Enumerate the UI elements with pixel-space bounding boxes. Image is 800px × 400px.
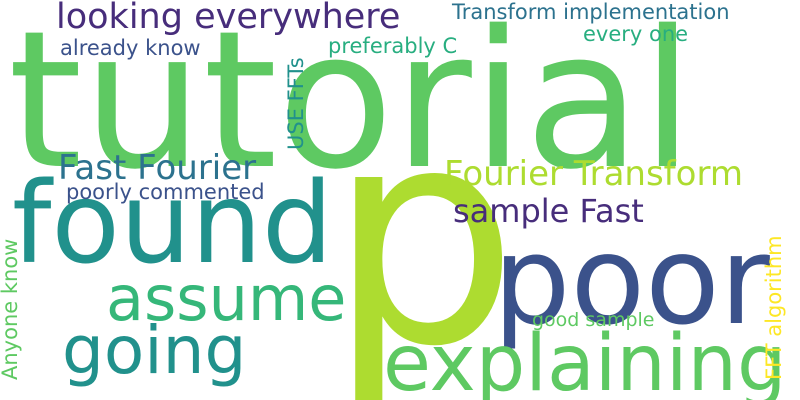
word-use-ffts: USE FFTs [284, 57, 308, 150]
word-transform-implementation: Transform implementation [452, 0, 730, 24]
word-looking-everywhere: looking everywhere [56, 0, 401, 37]
word-anyone-know: Anyone know [0, 238, 22, 380]
word-found: found [12, 159, 334, 289]
word-preferably-c: preferably C [328, 34, 458, 58]
word-explaining: explaining [383, 319, 787, 400]
word-tutorial: tutorial [8, 0, 694, 211]
word-p: p [328, 63, 519, 400]
word-good-sample: good sample [532, 309, 655, 331]
word-fft-algorithm: FFT algorithm [762, 235, 786, 380]
word-sample-fast: sample Fast [453, 192, 644, 230]
word-fourier-transform: Fourier Transform [444, 154, 743, 194]
word-going: going [62, 312, 247, 389]
word-fast-fourier: Fast Fourier [58, 148, 257, 188]
word-poor: poor [493, 210, 770, 352]
word-assume: assume [106, 262, 347, 335]
word-every-one: every one [583, 22, 689, 46]
word-poorly-commented: poorly commented [66, 180, 265, 204]
word-already-know: already know [60, 36, 201, 60]
